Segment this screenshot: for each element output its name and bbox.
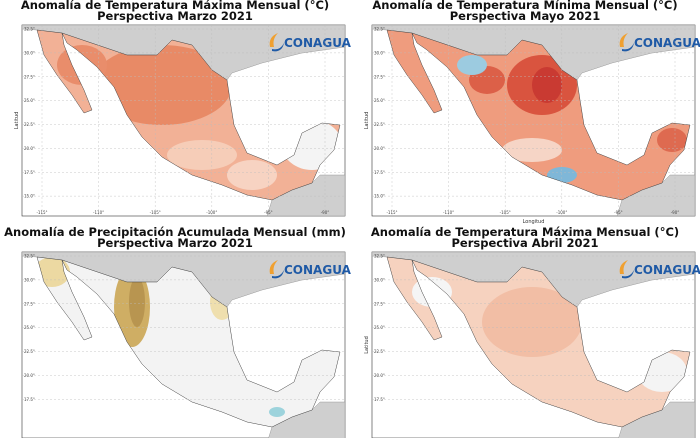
x-tick-label: -90° xyxy=(671,210,680,215)
panel-subtitle: Perspectiva Marzo 2021 xyxy=(97,236,253,250)
map: CONAGUA 32.5° 30.0° 27.5° 25.0° 22.5° 20.0° 17… xyxy=(21,251,352,438)
panel-title: Anomalía de Temperatura Máxima Mensual (… xyxy=(371,225,679,239)
panel-subtitle: Perspectiva Marzo 2021 xyxy=(97,9,253,23)
x-tick-label: -115° xyxy=(386,210,397,215)
y-tick-label: 20.0° xyxy=(24,373,35,378)
y-axis-label: Latitud xyxy=(364,336,370,354)
y-tick-label: 20.0° xyxy=(24,146,35,151)
panel: Anomalía de Temperatura Mínima Mensual (… xyxy=(364,0,700,225)
y-tick-label: 25.0° xyxy=(24,325,35,330)
x-tick-label: -100° xyxy=(206,210,217,215)
y-tick-label: 25.0° xyxy=(374,325,385,330)
y-axis-label: Latitud xyxy=(14,112,20,130)
panel: Anomalía de Temperatura Máxima Mensual (… xyxy=(14,0,352,217)
y-tick-label: 17.5° xyxy=(24,170,35,175)
y-tick-label: 22.5° xyxy=(24,122,35,127)
y-tick-label: 32.5° xyxy=(24,27,35,32)
y-tick-label: 15.0° xyxy=(24,194,35,199)
map: CONAGUA 32.5° 30.0° 27.5° 25.0° 22.5° 20.0° 17… xyxy=(364,251,700,438)
y-tick-label: 30.0° xyxy=(374,50,385,55)
x-axis-label: Longitud xyxy=(523,219,545,225)
y-tick-label: 27.5° xyxy=(374,301,385,306)
panel: Anomalía de Precipitación Acumulada Mens… xyxy=(4,225,352,438)
panel-subtitle: Perspectiva Mayo 2021 xyxy=(450,9,601,23)
y-tick-label: 22.5° xyxy=(374,349,385,354)
y-tick-label: 32.5° xyxy=(374,254,385,259)
map: CONAGUA 32.5° 30.0° 27.5° 25.0° 22.5° 20.0° 17… xyxy=(14,24,352,217)
y-tick-label: 32.5° xyxy=(24,254,35,259)
y-tick-label: 30.0° xyxy=(24,277,35,282)
panel-title: Anomalía de Temperatura Mínima Mensual (… xyxy=(372,0,677,12)
x-tick-label: -110° xyxy=(443,210,454,215)
logo: CONAGUA xyxy=(634,263,700,277)
map: CONAGUA 32.5° 30.0° 27.5° 25.0° 22.5° 20.0° 17… xyxy=(364,24,700,225)
x-tick-label: -90° xyxy=(321,210,330,215)
y-tick-label: 20.0° xyxy=(374,146,385,151)
y-tick-label: 25.0° xyxy=(374,98,385,103)
y-tick-label: 27.5° xyxy=(374,74,385,79)
y-tick-label: 32.5° xyxy=(374,27,385,32)
y-tick-label: 30.0° xyxy=(374,277,385,282)
y-tick-label: 17.5° xyxy=(374,170,385,175)
y-tick-label: 27.5° xyxy=(24,74,35,79)
panel: Anomalía de Temperatura Máxima Mensual (… xyxy=(364,225,700,438)
x-tick-label: -110° xyxy=(93,210,104,215)
x-tick-label: -115° xyxy=(36,210,47,215)
y-tick-label: 27.5° xyxy=(24,301,35,306)
x-tick-label: -95° xyxy=(614,210,623,215)
y-tick-label: 25.0° xyxy=(24,98,35,103)
x-tick-label: -105° xyxy=(150,210,161,215)
logo: CONAGUA xyxy=(284,36,352,50)
y-tick-label: 30.0° xyxy=(24,50,35,55)
x-tick-label: -95° xyxy=(264,210,273,215)
y-tick-label: 17.5° xyxy=(374,397,385,402)
panel-subtitle: Perspectiva Abril 2021 xyxy=(452,236,599,250)
y-tick-label: 17.5° xyxy=(24,397,35,402)
y-axis-label: Latitud xyxy=(364,112,370,130)
panel-title: Anomalía de Precipitación Acumulada Mens… xyxy=(4,225,346,239)
y-tick-label: 20.0° xyxy=(374,373,385,378)
y-tick-label: 22.5° xyxy=(374,122,385,127)
y-tick-label: 15.0° xyxy=(374,194,385,199)
panel-title: Anomalía de Temperatura Máxima Mensual (… xyxy=(21,0,329,12)
x-tick-label: -105° xyxy=(500,210,511,215)
logo: CONAGUA xyxy=(284,263,352,277)
logo: CONAGUA xyxy=(634,36,700,50)
y-tick-label: 22.5° xyxy=(24,349,35,354)
x-tick-label: -100° xyxy=(556,210,567,215)
